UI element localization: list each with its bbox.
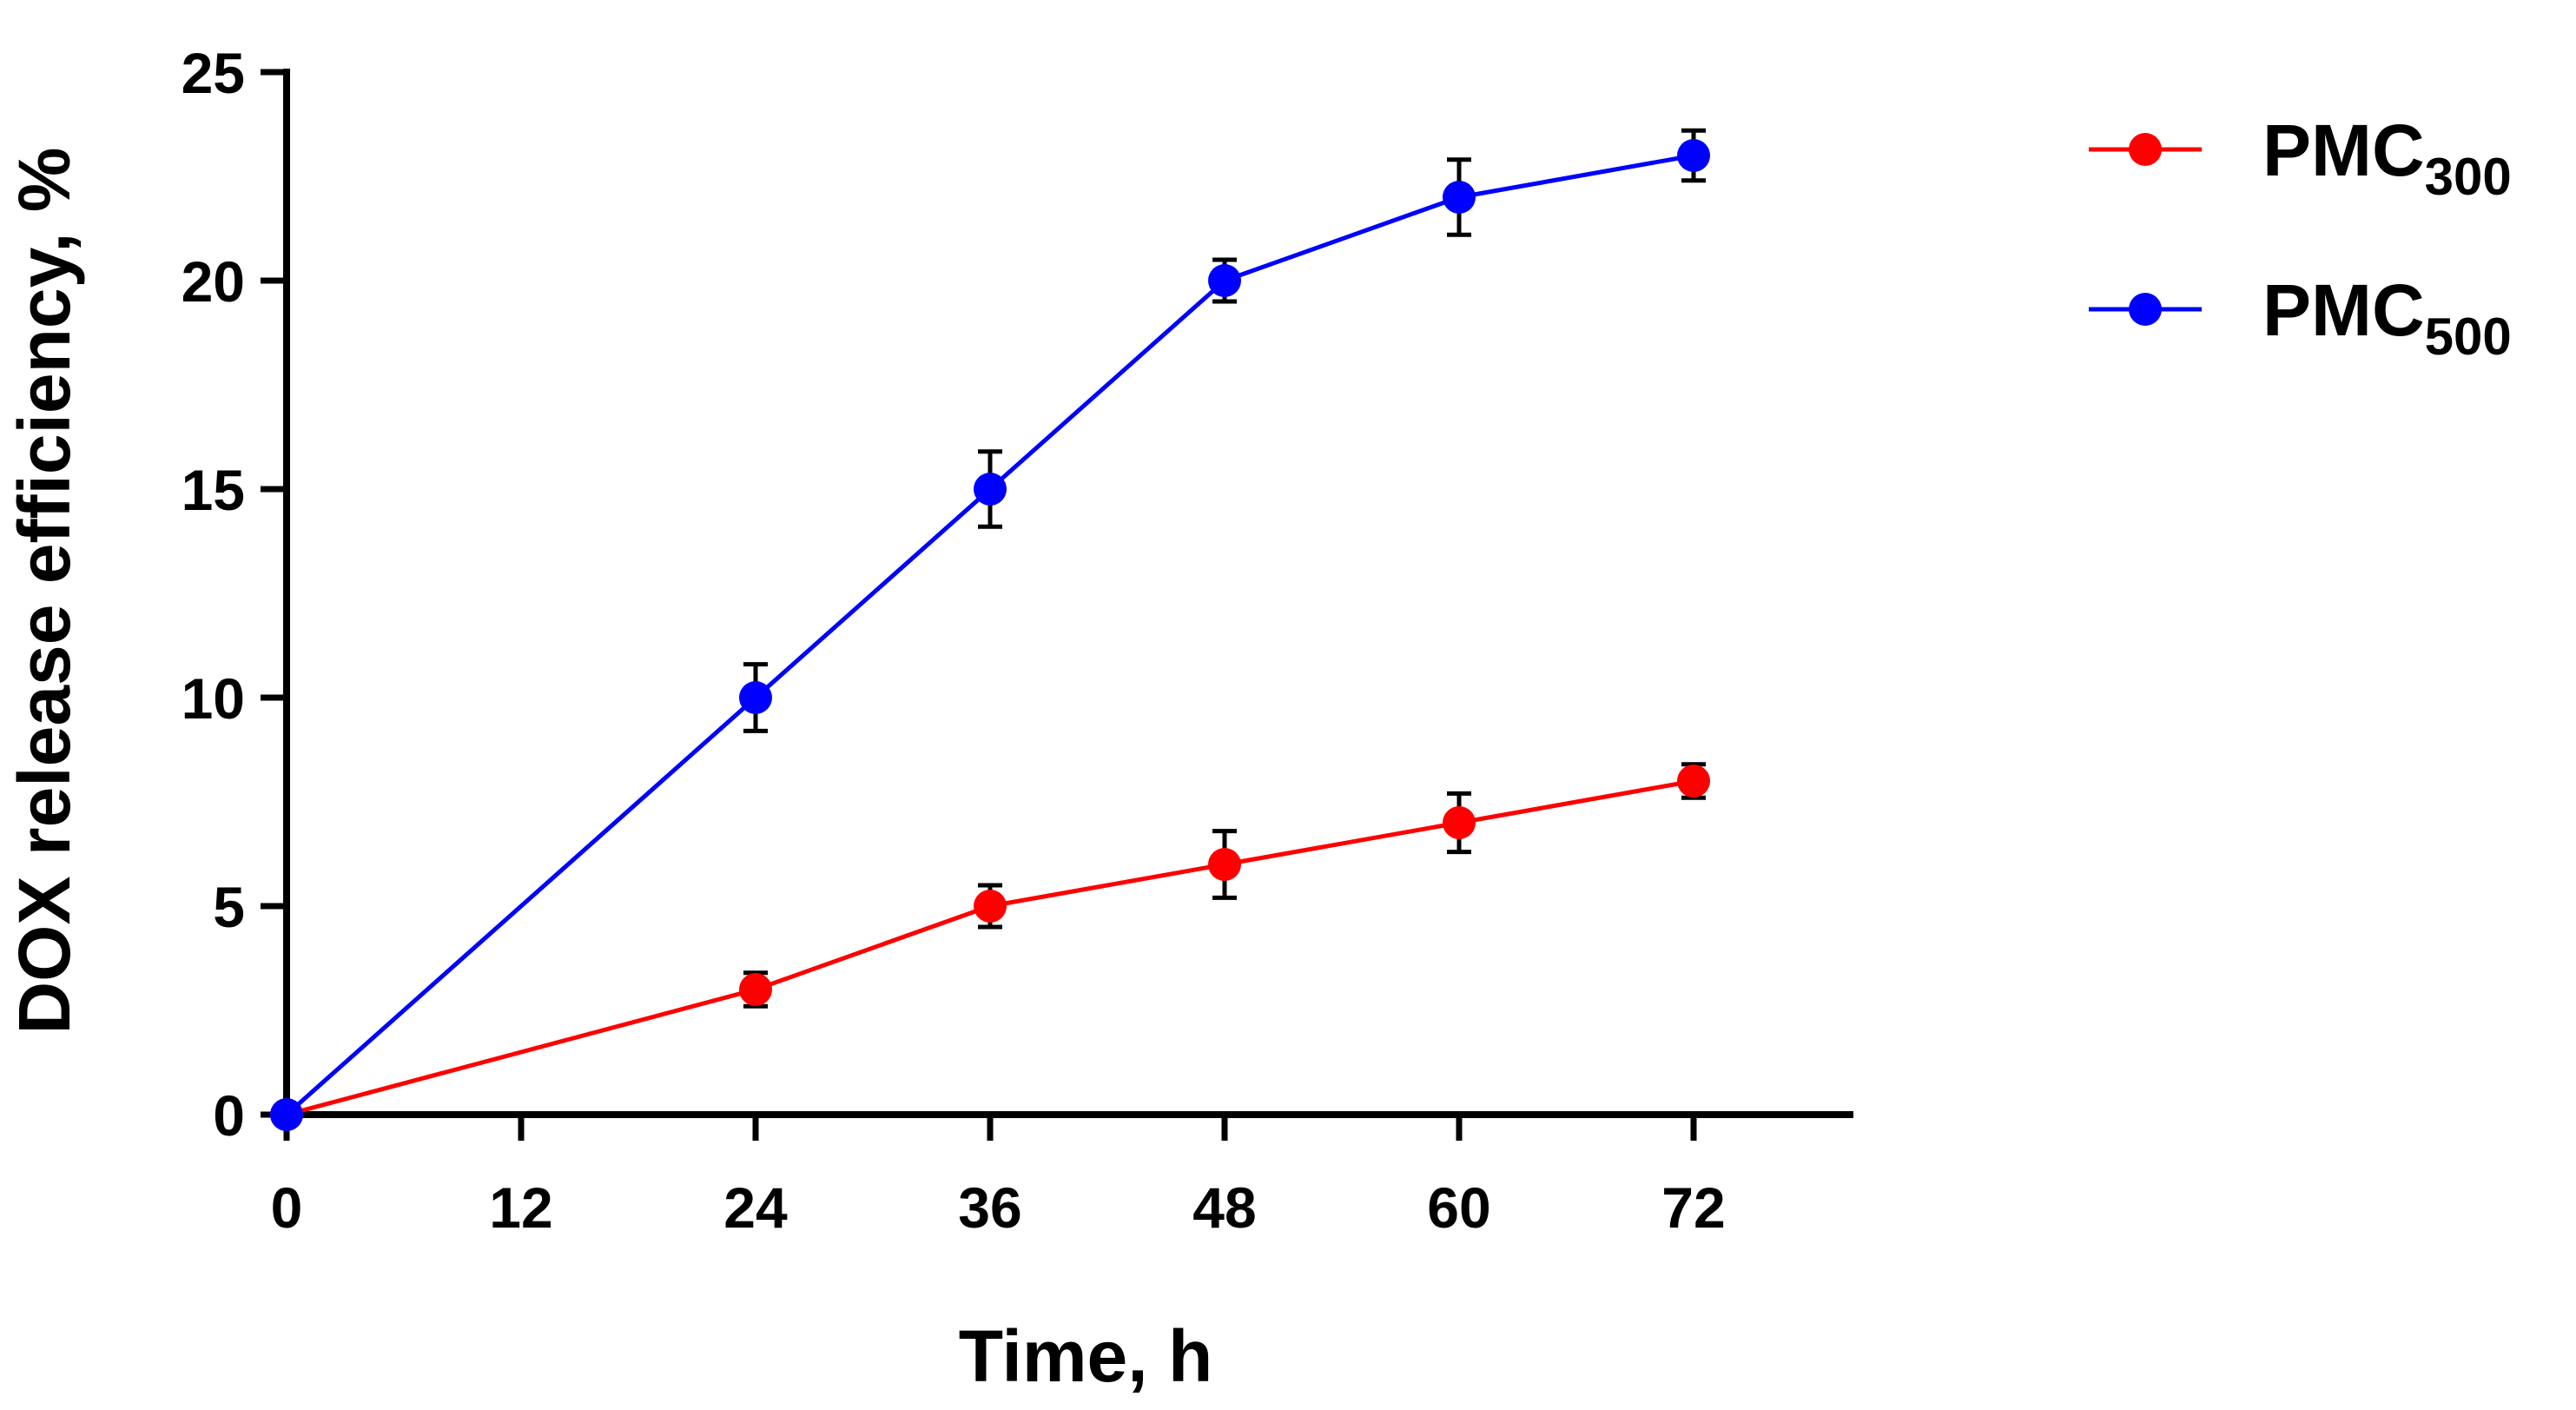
- data-point: [270, 1098, 303, 1131]
- data-point: [1443, 181, 1476, 214]
- data-point: [1443, 806, 1476, 839]
- data-point: [1208, 848, 1241, 881]
- x-tick-label: 48: [1192, 1175, 1256, 1240]
- axes: 0 5 10 15 20 25 0 12 24 36 48 60 72: [182, 41, 1853, 1240]
- y-tick-label: 10: [182, 666, 245, 731]
- legend-label-sub: 500: [2425, 308, 2512, 366]
- legend-label-main: PMC: [2262, 269, 2425, 351]
- legend-label-main: PMC: [2262, 109, 2425, 191]
- x-tick-label: 60: [1427, 1175, 1490, 1240]
- legend-label: PMC300: [2262, 109, 2512, 206]
- x-tick-label: 36: [958, 1175, 1021, 1240]
- series-line: [285, 153, 1694, 1116]
- legend-marker: [2129, 293, 2162, 326]
- y-tick-label: 15: [182, 458, 245, 522]
- x-axis-title: Time, h: [959, 1315, 1213, 1397]
- x-tick-label: 24: [723, 1175, 788, 1240]
- x-tick-label: 0: [271, 1175, 303, 1240]
- legend-label-sub: 300: [2425, 148, 2512, 206]
- legend-label: PMC500: [2262, 269, 2512, 366]
- data-point: [739, 681, 772, 714]
- data-point: [1677, 765, 1710, 798]
- y-tick-label: 20: [182, 249, 245, 314]
- x-tick-label: 12: [489, 1175, 552, 1240]
- data-point: [974, 473, 1007, 506]
- legend-item-PMC300: PMC300: [2089, 109, 2512, 206]
- data-point: [739, 973, 772, 1006]
- legend-item-PMC500: PMC500: [2089, 269, 2512, 366]
- y-axis-title: DOX release efficiency, %: [3, 148, 85, 1035]
- series-group: [270, 128, 1710, 1131]
- y-tick-label: 25: [182, 41, 245, 105]
- legend-marker: [2129, 133, 2162, 166]
- data-point: [974, 890, 1007, 923]
- data-point: [1677, 139, 1710, 172]
- y-tick-label: 5: [213, 875, 245, 939]
- data-point: [1208, 264, 1241, 297]
- x-tick-label: 72: [1661, 1175, 1725, 1240]
- series-PMC300: [270, 762, 1710, 1131]
- y-tick-label: 0: [213, 1083, 245, 1148]
- series-line: [286, 778, 1694, 1117]
- series-PMC500: [270, 128, 1710, 1131]
